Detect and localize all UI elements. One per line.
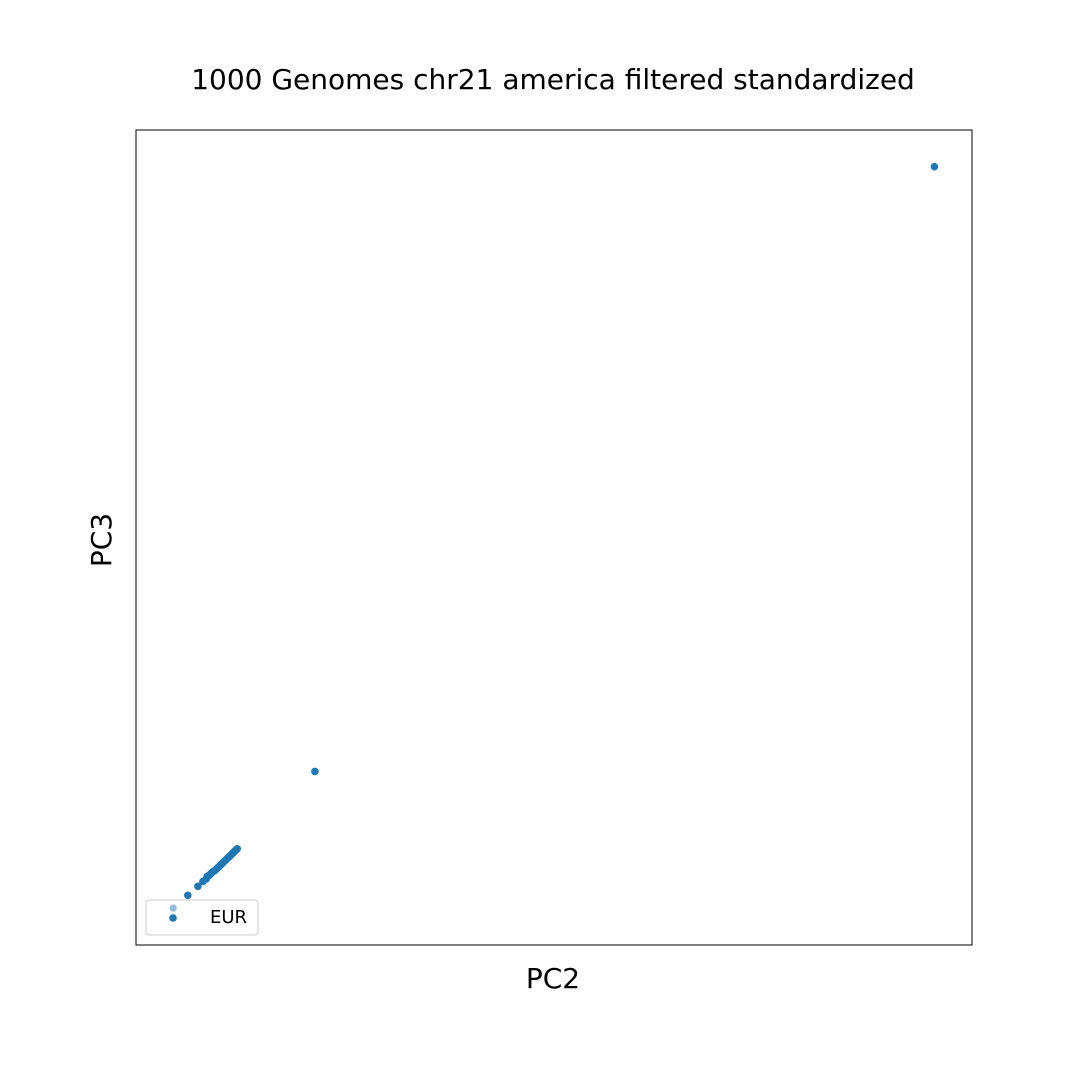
y-axis-label: PC3 [85,513,118,567]
data-point [233,845,241,853]
x-axis-label: PC2 [526,962,580,995]
chart-title: 1000 Genomes chr21 america filtered stan… [191,63,915,96]
legend-box [145,899,259,936]
data-point [930,162,939,171]
scatter-points [169,162,939,913]
data-point [194,882,202,891]
series-eur [169,162,939,913]
legend-marker-eur [169,914,177,922]
legend: EUR [145,899,259,936]
plot-area-frame [135,129,973,946]
legend-label-eur: EUR [210,907,247,928]
data-point [311,767,319,776]
data-point [184,891,192,900]
legend-marker-shadow [169,904,177,912]
